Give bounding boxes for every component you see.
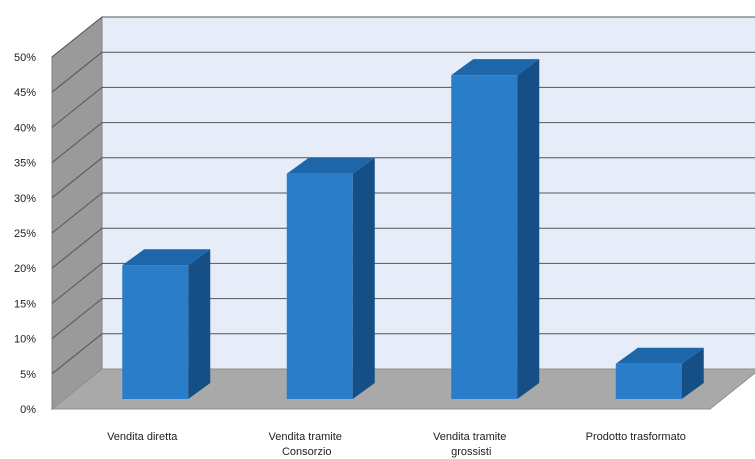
gridline — [51, 192, 103, 234]
y-tick-label: 50% — [14, 52, 36, 64]
bar-front — [286, 173, 353, 399]
y-axis-ticks: 0% 5% 10% 15% 20% 25% 30% 35% 40% 45% 50… — [14, 52, 36, 416]
x-tick-label: Vendita tramite Consorzio — [269, 431, 345, 458]
floor — [50, 368, 755, 410]
bar — [615, 347, 704, 399]
bar-front — [451, 75, 518, 399]
gridline — [51, 227, 103, 269]
bar-top — [615, 347, 704, 364]
y-tick-label: 0% — [20, 404, 36, 416]
x-tick-label: Prodotto trasformato — [586, 431, 686, 443]
bar-side — [517, 59, 540, 399]
x-tick-label: Vendita diretta — [107, 431, 178, 443]
gridline — [51, 333, 103, 375]
gridline — [51, 16, 103, 58]
y-tick-label: 15% — [14, 298, 36, 310]
y-tick-label: 25% — [14, 228, 36, 240]
bar — [122, 249, 211, 399]
bar-top — [122, 249, 211, 266]
x-axis-ticks: Vendita diretta Vendita tramite Consorzi… — [107, 431, 686, 458]
y-tick-label: 30% — [14, 193, 36, 205]
y-tick-label: 45% — [14, 87, 36, 99]
y-tick-label: 10% — [14, 334, 36, 346]
gridline — [51, 122, 103, 163]
gridline — [51, 298, 103, 339]
gridlines — [51, 16, 755, 375]
bar — [451, 59, 540, 399]
bar-side — [188, 249, 211, 399]
bar-top — [286, 157, 375, 174]
y-tick-label: 20% — [14, 263, 36, 275]
gridline — [51, 157, 103, 199]
bars — [122, 59, 704, 399]
bar-side — [681, 347, 704, 399]
gridline — [51, 51, 103, 93]
gridline — [51, 87, 103, 128]
bar-side — [352, 157, 375, 399]
bar-front — [615, 363, 682, 399]
bar — [286, 157, 375, 399]
bar-top — [451, 59, 540, 76]
gridline — [51, 263, 103, 304]
y-tick-label: 5% — [20, 369, 36, 381]
bar-front — [122, 265, 189, 399]
x-tick-label: Vendita tramite grossisti — [433, 431, 509, 458]
chart-floor — [50, 368, 755, 410]
y-tick-label: 40% — [14, 122, 36, 134]
y-tick-label: 35% — [14, 158, 36, 170]
